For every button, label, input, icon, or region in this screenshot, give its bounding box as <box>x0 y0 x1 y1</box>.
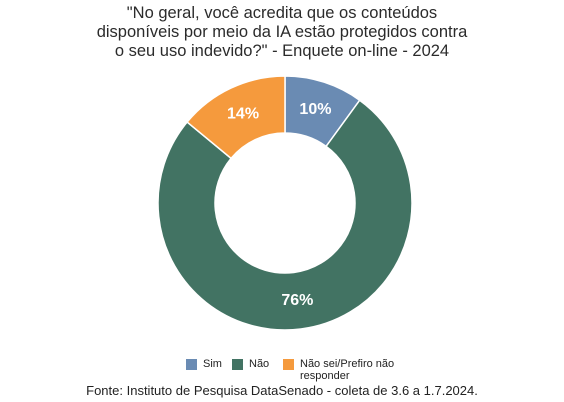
legend-swatch-nao <box>232 359 243 370</box>
chart-title-line: "No geral, você acredita que os conteúdo… <box>126 4 438 22</box>
data-label-nao-sei: 14% <box>227 105 259 122</box>
legend-item-sim: Sim <box>186 358 222 370</box>
slice-nao <box>157 99 413 331</box>
data-label-nao: 76% <box>281 292 313 309</box>
chart-title-line: disponíveis por meio da IA estão protegi… <box>96 23 468 41</box>
legend-swatch-sim <box>186 359 197 370</box>
legend: Sim Não Não sei/Prefiro não responder <box>186 358 446 382</box>
legend-label-sim: Sim <box>203 358 222 370</box>
chart-title-line: o seu uso indevido?" - Enquete on-line -… <box>114 42 450 60</box>
source-note: Fonte: Instituto de Pesquisa DataSenado … <box>86 383 478 398</box>
legend-item-nao: Não <box>232 358 269 370</box>
slice-nao-sei <box>186 75 286 160</box>
data-label-sim: 10% <box>299 101 331 118</box>
chart-title: "No geral, você acredita que os conteúdo… <box>0 4 564 61</box>
legend-swatch-nao-sei <box>283 359 294 370</box>
legend-label-nao-sei: Não sei/Prefiro não responder <box>300 358 395 382</box>
legend-label-nao: Não <box>249 358 270 370</box>
legend-item-nao-sei: Não sei/Prefiro não responder <box>283 358 403 382</box>
